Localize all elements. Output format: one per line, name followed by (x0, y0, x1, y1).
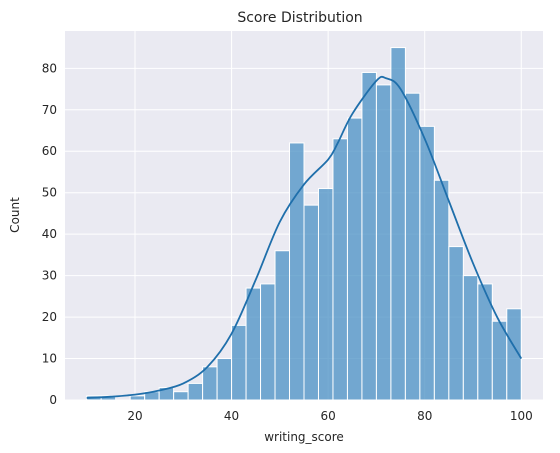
y-tick-label: 50 (42, 186, 57, 200)
histogram-bar (303, 204, 319, 401)
histogram-bar (216, 358, 233, 401)
histogram-bar (433, 179, 450, 401)
histogram-bar (274, 250, 291, 401)
histogram-bar (506, 308, 522, 401)
x-tick-label: 100 (510, 409, 533, 423)
y-tick-label: 30 (42, 269, 57, 283)
histogram-bar (260, 283, 276, 401)
histogram-bar (419, 125, 435, 401)
histogram-bar (462, 275, 479, 401)
x-tick-label: 60 (321, 409, 336, 423)
histogram-bar (404, 92, 421, 401)
x-tick-labels: 20 40 60 80 100 (127, 409, 532, 423)
histogram-bar (317, 188, 334, 401)
histogram-bar (361, 71, 377, 401)
histogram-bar (202, 366, 218, 401)
y-tick-label: 60 (42, 144, 57, 158)
y-tick-label: 10 (42, 352, 57, 366)
histogram-bar (491, 320, 508, 401)
y-tick-label: 80 (42, 61, 57, 75)
y-tick-label: 40 (42, 227, 57, 241)
histogram-bar (245, 287, 262, 401)
histogram-bar (129, 395, 146, 401)
histogram-bar (173, 391, 189, 401)
histogram-bar (289, 142, 305, 401)
chart-title: Score Distribution (237, 10, 362, 26)
histogram-bar (346, 117, 363, 401)
y-tick-label: 70 (42, 103, 57, 117)
x-tick-label: 20 (127, 409, 142, 423)
y-tick-label: 20 (42, 310, 57, 324)
y-tick-label: 0 (49, 393, 57, 407)
x-axis-label: writing_score (264, 430, 344, 444)
histogram-bar (390, 47, 406, 401)
histogram-bar (448, 246, 464, 401)
histogram-bars (86, 47, 522, 401)
y-tick-labels: 0 10 20 30 40 50 60 70 80 (42, 61, 57, 407)
histogram-bar (187, 382, 204, 401)
kde-curve (86, 75, 523, 399)
histogram-bar (332, 138, 348, 401)
x-tick-label: 40 (224, 409, 239, 423)
x-tick-label: 80 (417, 409, 432, 423)
y-axis-label: Count (8, 197, 22, 233)
histogram-bar (375, 84, 392, 401)
histogram-bar (231, 324, 247, 401)
